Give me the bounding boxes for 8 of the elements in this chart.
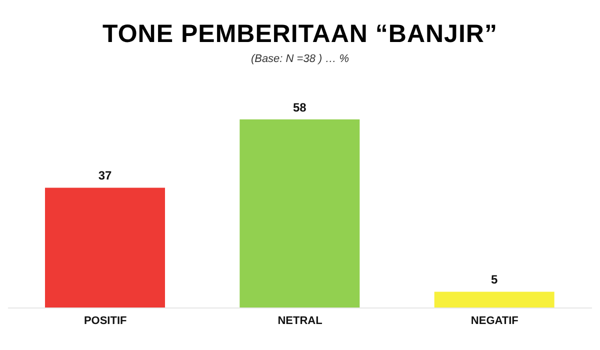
data-label: 37 [98,168,112,183]
chart-subtitle: (Base: N =38 ) … % [250,53,350,65]
x-tick-label: POSITIF [84,314,128,327]
chart-title: TONE PEMBERITAAN “BANJIR” [102,20,498,49]
data-label: 5 [490,272,498,287]
x-tick-label: NETRAL [278,314,323,327]
x-tick-label: NEGATIF [470,314,519,327]
data-label: 58 [292,100,307,114]
